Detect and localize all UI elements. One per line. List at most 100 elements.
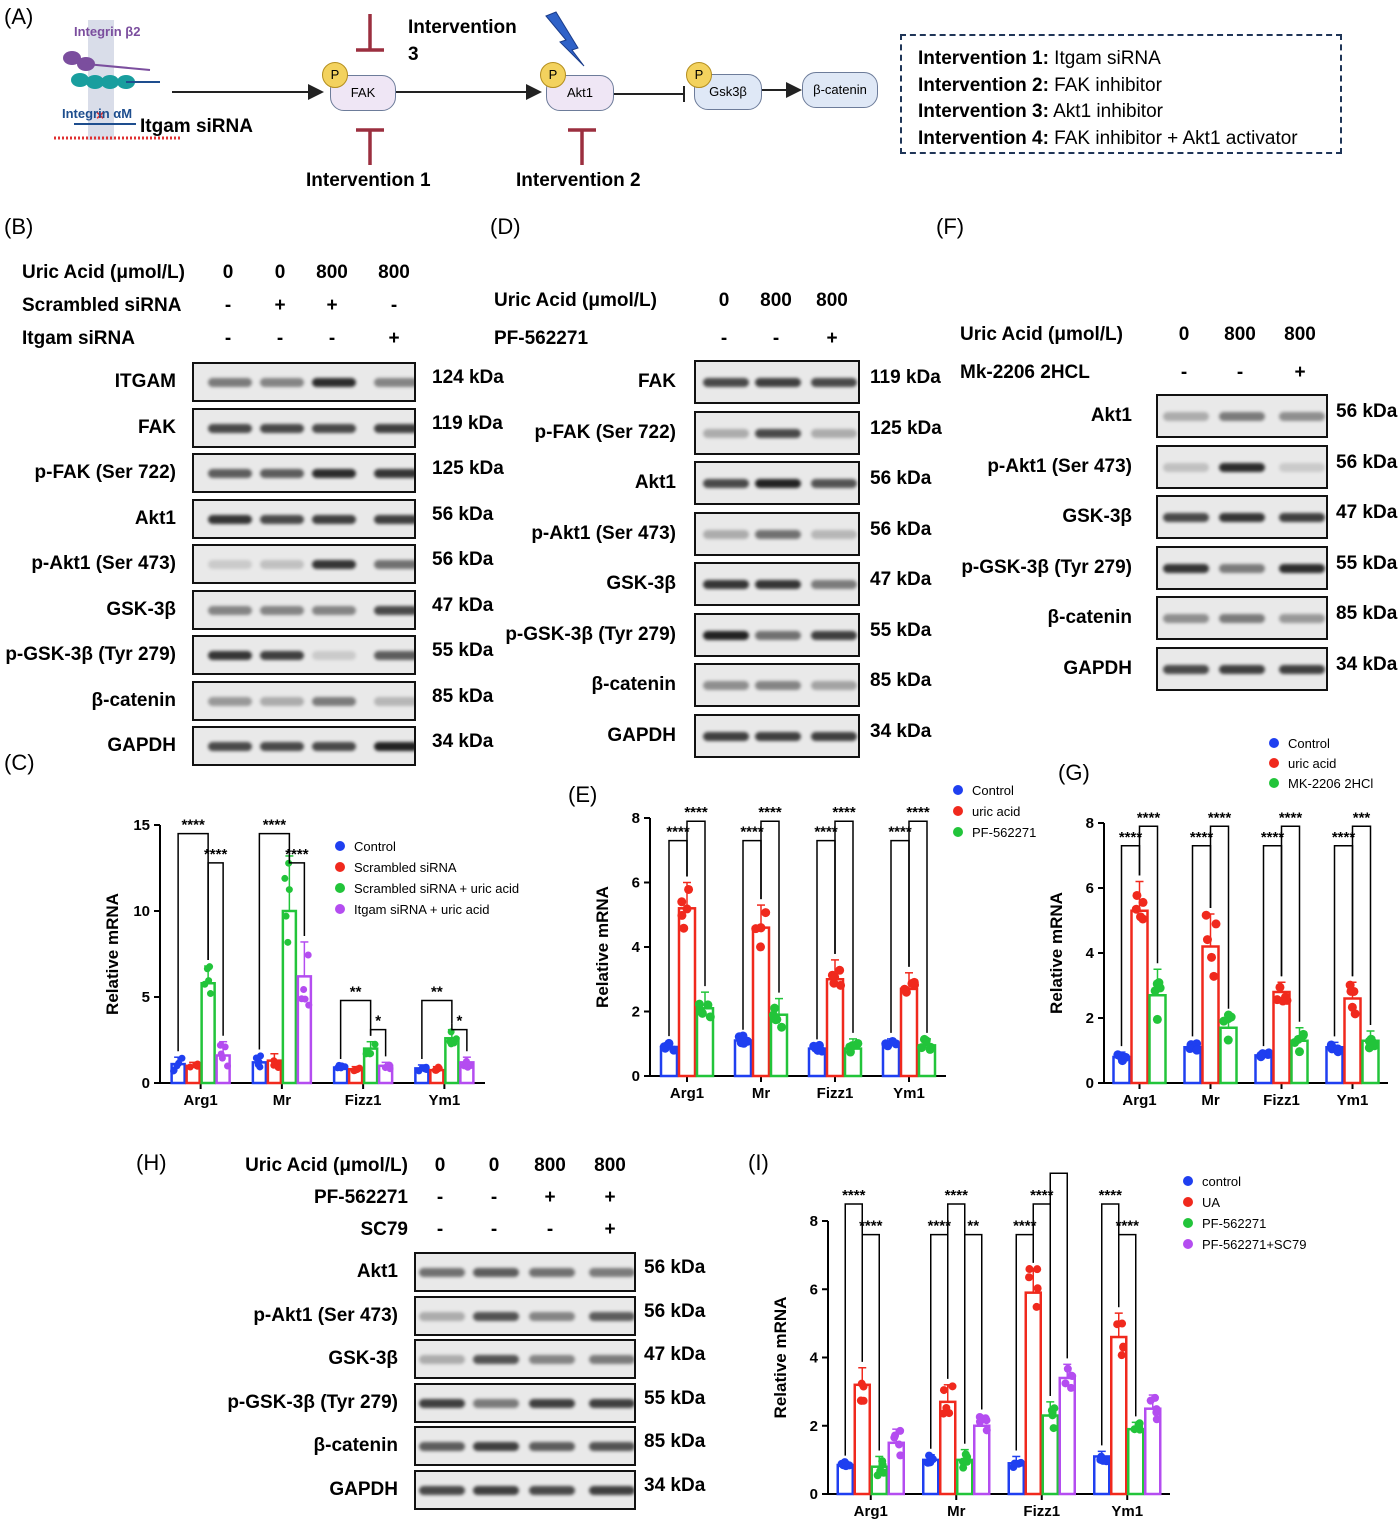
protein-band: [811, 580, 857, 589]
data-point: [383, 1063, 391, 1071]
protein-band: [1279, 664, 1325, 674]
data-point: [422, 1066, 430, 1074]
protein-band: [589, 1398, 634, 1408]
molecular-weight-label: 47 kDa: [1336, 502, 1398, 523]
data-point: [1211, 919, 1221, 929]
significance-bracket: [207, 862, 224, 1036]
protein-band: [1279, 614, 1325, 623]
protein-label: p-GSK-3β (Tyr 279): [505, 623, 676, 645]
molecular-weight-label: 56 kDa: [644, 1257, 706, 1278]
data-point: [896, 1426, 905, 1435]
significance-bracket: [861, 1233, 880, 1451]
condition-value: +: [1294, 362, 1306, 383]
data-point: [900, 984, 910, 994]
condition-value: 800: [594, 1155, 626, 1176]
legend-label: uric acid: [1288, 756, 1336, 771]
y-axis-label: Relative mRNA: [596, 886, 612, 1008]
condition-value: -: [436, 1187, 444, 1208]
significance-label: ****: [285, 846, 309, 863]
significance-label: *: [456, 1013, 462, 1030]
protein-band: [811, 681, 857, 690]
data-point: [1096, 1455, 1105, 1464]
condition-row-label: Uric Acid (μmol/L): [245, 1155, 408, 1176]
protein-band: [374, 605, 414, 615]
data-point: [1152, 979, 1162, 989]
y-tick-label: 6: [1086, 880, 1094, 897]
significance-label: ****: [1279, 809, 1303, 826]
protein-band: [208, 742, 252, 751]
condition-value: -: [772, 328, 780, 349]
protein-band: [755, 529, 801, 539]
condition-row-label: Uric Acid (μmol/L): [494, 290, 657, 311]
blot-strip: [192, 544, 416, 584]
protein-band: [1219, 513, 1265, 522]
data-point: [1138, 897, 1148, 907]
condition-value: -: [436, 1219, 444, 1240]
category-label: Mr: [273, 1092, 291, 1109]
condition-row-label: Mk-2206 2HCL: [960, 362, 1090, 383]
legend-marker: [335, 883, 345, 893]
data-point: [1333, 1044, 1343, 1054]
data-point: [415, 1067, 423, 1075]
significance-bracket: [1209, 825, 1230, 1009]
bcatenin-node: β-catenin: [802, 72, 878, 108]
panel-label-i: (I): [748, 1150, 769, 1175]
blot-strip: [192, 407, 416, 448]
significance-bracket: [369, 1028, 387, 1057]
protein-band: [589, 1442, 634, 1451]
molecular-weight-label: 56 kDa: [432, 503, 494, 525]
molecular-weight-label: 125 kDa: [432, 458, 504, 479]
significance-label: ****: [1030, 1187, 1054, 1204]
data-point: [281, 874, 289, 882]
panel-label-g: (G): [1058, 760, 1090, 785]
protein-band: [260, 378, 304, 387]
condition-value: 0: [1178, 324, 1190, 345]
protein-band: [374, 469, 414, 478]
protein-band: [473, 1268, 519, 1277]
data-point: [1136, 912, 1146, 922]
integrin-b2-label: Integrin β2: [74, 24, 141, 39]
data-point: [282, 912, 290, 920]
protein-band: [374, 560, 414, 569]
data-point: [694, 999, 704, 1009]
phospho-gsk3b-icon: P: [686, 62, 712, 88]
condition-value: +: [388, 328, 400, 349]
data-point: [684, 884, 694, 894]
protein-band: [1219, 563, 1265, 573]
significance-label: ****: [1190, 829, 1214, 846]
data-point: [354, 1065, 362, 1073]
molecular-weight-label: 85 kDa: [432, 685, 494, 707]
protein-band: [208, 605, 252, 615]
protein-band: [419, 1485, 465, 1495]
legend-marker: [953, 827, 963, 837]
category-label: Arg1: [1122, 1092, 1156, 1109]
protein-band: [312, 560, 356, 569]
data-point: [1063, 1364, 1072, 1373]
data-point: [859, 1382, 868, 1391]
significance-label: ****: [740, 824, 764, 841]
significance-label: ****: [1208, 809, 1232, 826]
protein-band: [1163, 513, 1209, 522]
legend-label: PF-562271: [972, 825, 1036, 840]
molecular-weight-label: 56 kDa: [1336, 451, 1398, 473]
condition-value: +: [604, 1219, 616, 1240]
protein-label: Akt1: [634, 472, 676, 493]
condition-value: 0: [222, 262, 234, 283]
protein-band: [811, 630, 857, 640]
panel-label-c: (C): [4, 750, 35, 775]
data-point: [1061, 1379, 1070, 1388]
significance-bracket: [760, 820, 780, 993]
panel-label-d: (D): [490, 214, 521, 239]
significance-label: *: [375, 1013, 381, 1030]
protein-band: [260, 469, 304, 478]
significance-bracket: [1280, 825, 1301, 1022]
y-axis-label: Relative mRNA: [771, 1297, 790, 1419]
significance-bracket: [421, 999, 453, 1059]
data-point: [173, 1062, 181, 1070]
y-tick-label: 4: [632, 939, 641, 956]
protein-band: [1163, 412, 1209, 421]
condition-value: -: [490, 1219, 498, 1240]
data-point: [341, 1063, 349, 1071]
data-point: [669, 1045, 679, 1055]
